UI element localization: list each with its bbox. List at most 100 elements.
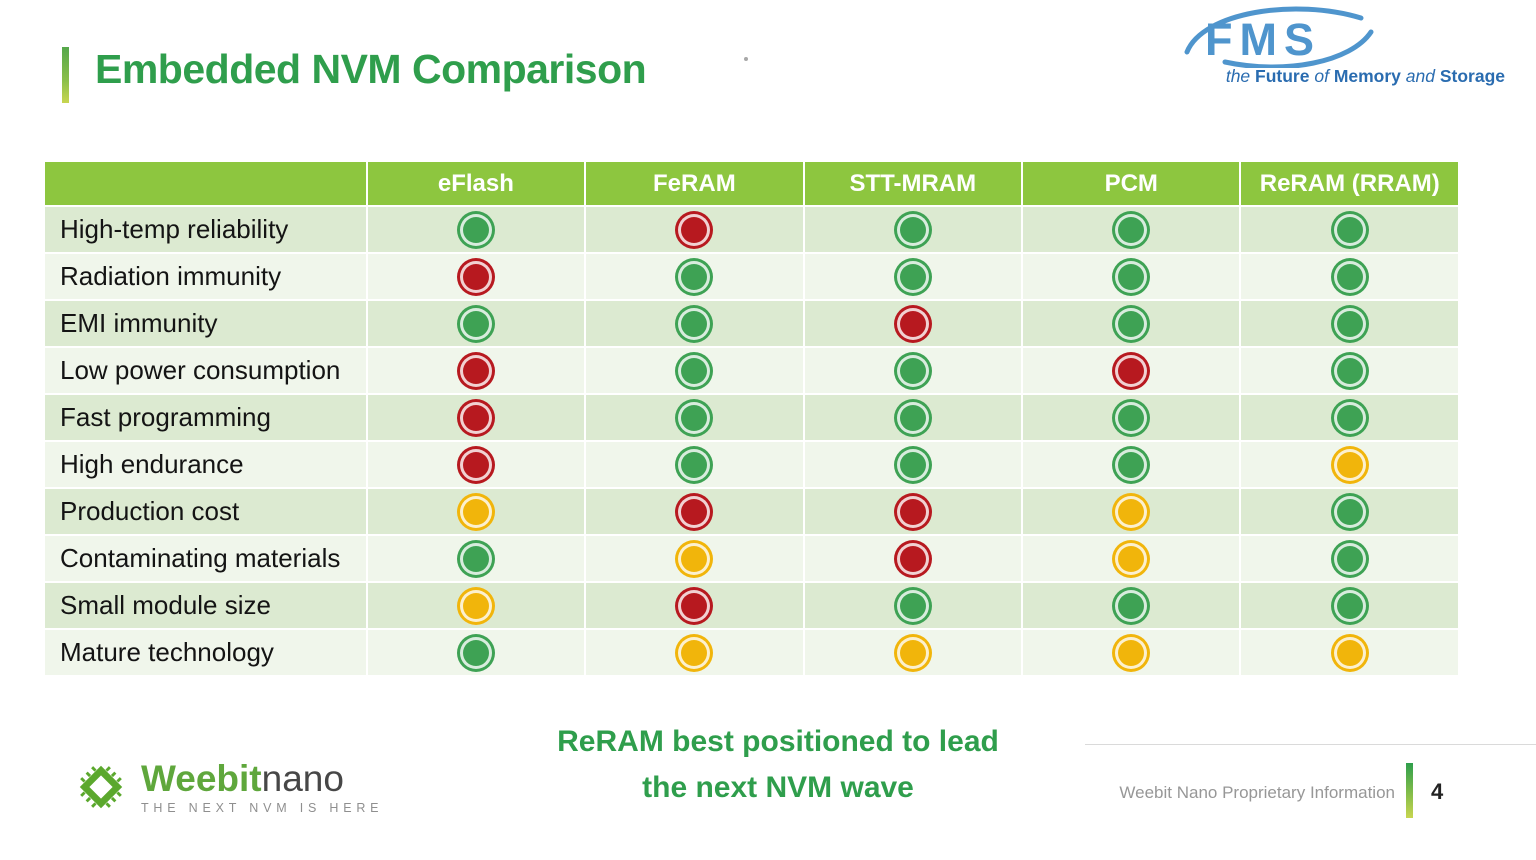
- rating-dot-green: [1118, 216, 1145, 243]
- fms-tagline-part: and: [1405, 66, 1440, 86]
- rating-cell: [1023, 301, 1240, 346]
- row-label: High endurance: [45, 442, 366, 487]
- rating-cell: [1241, 536, 1458, 581]
- rating-cell: [1241, 254, 1458, 299]
- rating-dot-green: [1336, 310, 1363, 337]
- rating-cell: [586, 442, 803, 487]
- rating-dot-yellow: [1118, 498, 1145, 525]
- rating-cell: [1023, 536, 1240, 581]
- rating-cell: [804, 207, 1022, 252]
- rating-cell: [1023, 395, 1240, 440]
- column-header: PCM: [1023, 162, 1240, 205]
- fms-tagline-part: of: [1314, 66, 1334, 86]
- column-header: ReRAM (RRAM): [1241, 162, 1458, 205]
- rating-dot-green: [1118, 263, 1145, 290]
- rating-cell: [586, 630, 803, 675]
- weebit-logo: Weebitnano THE NEXT NVM IS HERE: [72, 758, 383, 816]
- table-row: High endurance: [45, 442, 1458, 487]
- row-label: Small module size: [45, 583, 366, 628]
- fms-tagline: the Future of Memory and Storage: [1226, 66, 1505, 87]
- row-label: Mature technology: [45, 630, 366, 675]
- rating-cell: [1023, 207, 1240, 252]
- table-row: Radiation immunity: [45, 254, 1458, 299]
- rating-cell: [1241, 301, 1458, 346]
- rating-cell: [804, 301, 1022, 346]
- rating-dot-green: [1118, 310, 1145, 337]
- rating-cell: [1023, 254, 1240, 299]
- table-row: Small module size: [45, 583, 1458, 628]
- rating-cell: [367, 489, 585, 534]
- rating-cell: [586, 489, 803, 534]
- rating-dot-green: [681, 263, 708, 290]
- fms-swoosh-bottom-icon: [1222, 29, 1374, 68]
- fms-acronym: FMS: [1205, 14, 1321, 65]
- rating-dot-green: [1336, 216, 1363, 243]
- rating-cell: [367, 536, 585, 581]
- rating-cell: [367, 630, 585, 675]
- row-label: Production cost: [45, 489, 366, 534]
- rating-cell: [804, 348, 1022, 393]
- row-label: High-temp reliability: [45, 207, 366, 252]
- page-title: Embedded NVM Comparison: [95, 46, 647, 92]
- rating-dot-red: [681, 498, 708, 525]
- rating-dot-green: [462, 639, 489, 666]
- stray-dot: [744, 57, 748, 61]
- rating-dot-yellow: [1118, 545, 1145, 572]
- rating-dot-green: [899, 404, 926, 431]
- page-number: 4: [1431, 779, 1444, 804]
- rating-dot-green: [462, 545, 489, 572]
- rating-dot-green: [681, 404, 708, 431]
- table-row: High-temp reliability: [45, 207, 1458, 252]
- rating-cell: [367, 254, 585, 299]
- fms-tagline-part: Future: [1255, 66, 1315, 86]
- rating-dot-yellow: [1336, 639, 1363, 666]
- rating-cell: [804, 536, 1022, 581]
- rating-dot-green: [462, 310, 489, 337]
- rating-dot-green: [899, 263, 926, 290]
- rating-dot-red: [681, 216, 708, 243]
- table-row: Mature technology: [45, 630, 1458, 675]
- column-header-blank: [45, 162, 366, 205]
- rating-dot-green: [1336, 357, 1363, 384]
- conclusion-statement: ReRAM best positioned to lead the next N…: [20, 719, 1536, 811]
- fms-tagline-part: the: [1225, 66, 1256, 86]
- rating-dot-green: [1336, 404, 1363, 431]
- rating-cell: [367, 583, 585, 628]
- rating-dot-green: [681, 357, 708, 384]
- rating-dot-green: [1336, 592, 1363, 619]
- rating-dot-green: [1118, 451, 1145, 478]
- rating-dot-red: [899, 498, 926, 525]
- weebit-brand-primary: Weebit: [141, 757, 262, 799]
- column-header: FeRAM: [586, 162, 803, 205]
- rating-dot-red: [1118, 357, 1145, 384]
- rating-dot-red: [899, 310, 926, 337]
- rating-cell: [586, 348, 803, 393]
- comparison-table: eFlash FeRAM STT-MRAM PCM ReRAM (RRAM) H…: [43, 160, 1460, 677]
- rating-cell: [367, 348, 585, 393]
- table-row: Contaminating materials: [45, 536, 1458, 581]
- weebit-tagline: THE NEXT NVM IS HERE: [141, 800, 384, 815]
- rating-cell: [1023, 489, 1240, 534]
- proprietary-text: Weebit Nano Proprietary Information: [1119, 783, 1395, 802]
- rating-dot-yellow: [681, 545, 708, 572]
- rating-cell: [586, 536, 803, 581]
- title-accent-bar: [62, 47, 69, 103]
- fms-tagline-part: Storage: [1439, 66, 1505, 86]
- rating-dot-green: [1118, 592, 1145, 619]
- fms-logo: FMS: [1184, 6, 1374, 68]
- rating-cell: [1241, 395, 1458, 440]
- row-label: Low power consumption: [45, 348, 366, 393]
- rating-dot-green: [899, 592, 926, 619]
- rating-cell: [1241, 207, 1458, 252]
- row-label: Contaminating materials: [45, 536, 366, 581]
- rating-cell: [1241, 348, 1458, 393]
- table-row: Fast programming: [45, 395, 1458, 440]
- rating-cell: [367, 442, 585, 487]
- rating-cell: [804, 395, 1022, 440]
- rating-dot-yellow: [1118, 639, 1145, 666]
- rating-cell: [1023, 348, 1240, 393]
- rating-cell: [804, 489, 1022, 534]
- rating-cell: [367, 207, 585, 252]
- column-header: STT-MRAM: [804, 162, 1022, 205]
